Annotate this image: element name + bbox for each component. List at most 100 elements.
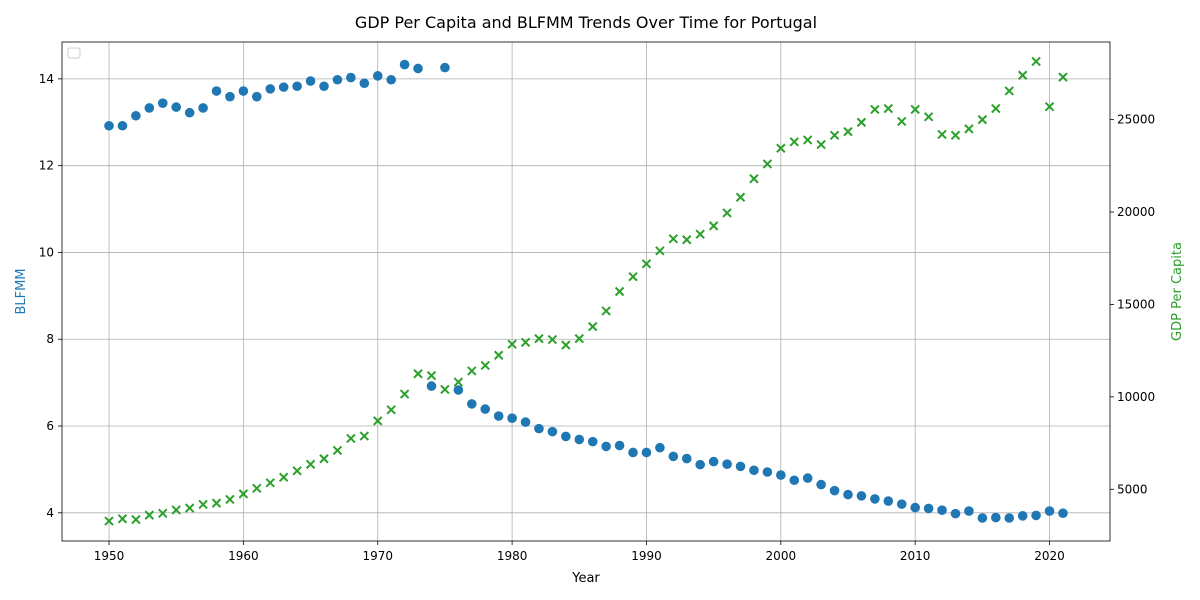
gdp-point [655, 246, 665, 256]
blfmm-point [641, 447, 652, 458]
gdp-point [897, 116, 907, 127]
x-tick-label: 2010 [900, 549, 931, 563]
y-right-tick-label: 5000 [1117, 482, 1148, 496]
gdp-point [964, 124, 974, 134]
blfmm-point [1004, 513, 1015, 523]
gdp-point [937, 129, 947, 140]
gdp-point [211, 498, 222, 508]
blfmm-point [990, 512, 1001, 523]
ticks: 1950 1960 1970 1980 1990 2000 2010 2020 4 6 8 10 12 1… [39, 72, 1155, 563]
gdp-point [158, 508, 168, 518]
gdp-point [749, 174, 759, 184]
blfmm-point [346, 72, 356, 83]
blfmm-point [977, 513, 988, 523]
gdp-point [708, 221, 719, 231]
blfmm-point [937, 505, 947, 515]
gdp-point [601, 306, 611, 316]
gdp-point [480, 360, 490, 371]
blfmm-point [1031, 510, 1041, 521]
blfmm-point [547, 426, 558, 437]
blfmm-point [749, 465, 759, 476]
x-tick-label: 1960 [228, 549, 259, 563]
blfmm-point [722, 459, 732, 469]
blfmm-point [950, 508, 961, 519]
gdp-point [1058, 72, 1068, 82]
blfmm-point [453, 385, 464, 395]
gdp-point [588, 321, 598, 332]
blfmm-point [964, 506, 974, 516]
blfmm-point [440, 62, 450, 73]
gdp-point [117, 514, 128, 524]
gdp-point [695, 229, 705, 239]
plot-frame [61, 41, 1111, 542]
gdp-point [735, 192, 746, 202]
blfmm-point [829, 485, 840, 496]
gdp-point [238, 489, 249, 499]
y-left-tick-label: 10 [39, 245, 54, 259]
gdp-point [870, 104, 880, 115]
gdp-point [816, 139, 826, 150]
blfmm-point [171, 102, 182, 112]
blfmm-point [225, 91, 235, 102]
gdp-point [641, 259, 652, 269]
gdp-point [373, 416, 383, 426]
gdp-point [1044, 101, 1055, 112]
gdp-point [534, 333, 544, 344]
gdp-point [346, 433, 356, 444]
blfmm-point [856, 491, 867, 501]
gdp-point [762, 159, 773, 169]
blfmm-point [668, 451, 679, 462]
gdp-point [252, 483, 262, 494]
gdp-point [789, 137, 799, 147]
gdp-point [319, 454, 329, 464]
gdp-point [1031, 56, 1041, 67]
blfmm-point [319, 81, 329, 92]
y-left-tick-label: 4 [46, 506, 54, 520]
blfmm-point [493, 411, 504, 421]
blfmm-point [1017, 511, 1028, 521]
blfmm-point [480, 404, 491, 414]
x-tick-label: 1990 [631, 549, 662, 563]
gdp-point [467, 366, 477, 376]
blfmm-point [292, 81, 302, 92]
grid [62, 42, 1110, 541]
gdp-point [574, 333, 584, 344]
blfmm-point [843, 489, 853, 500]
gdp-point [776, 143, 786, 153]
gdp-point [668, 234, 679, 244]
gdp-point [426, 370, 437, 381]
blfmm-point [131, 110, 141, 121]
y-left-tick-label: 6 [46, 419, 54, 433]
gdp-point [413, 369, 423, 379]
gdp-point [614, 286, 625, 297]
blfmm-point [413, 63, 423, 74]
blfmm-point [211, 86, 222, 96]
blfmm-point [614, 440, 625, 451]
blfmm-point [157, 98, 168, 108]
gdp-point [144, 510, 155, 520]
blfmm-point [601, 441, 611, 452]
blfmm-point [238, 86, 249, 96]
gdp-point [440, 384, 450, 395]
gdp-point [265, 478, 275, 488]
blfmm-point [910, 502, 920, 513]
gdp-point [682, 235, 692, 245]
blfmm-point [574, 434, 585, 445]
y-right-tick-label: 10000 [1117, 390, 1155, 404]
blfmm-point [265, 84, 276, 94]
blfmm-point [870, 494, 880, 504]
x-tick-label: 2020 [1034, 549, 1065, 563]
gdp-point [829, 130, 840, 141]
x-tick-label: 1980 [497, 549, 528, 563]
blfmm-point [923, 503, 934, 514]
blfmm-point [561, 431, 571, 442]
blfmm-point [735, 461, 746, 472]
blfmm-point [332, 74, 343, 85]
gdp-point [561, 340, 571, 350]
x-tick-label: 1950 [94, 549, 125, 563]
gdp-point [131, 514, 141, 525]
y-right-tick-label: 25000 [1117, 113, 1155, 127]
y-right-tick-label: 20000 [1117, 205, 1155, 219]
gdp-point [104, 516, 114, 526]
